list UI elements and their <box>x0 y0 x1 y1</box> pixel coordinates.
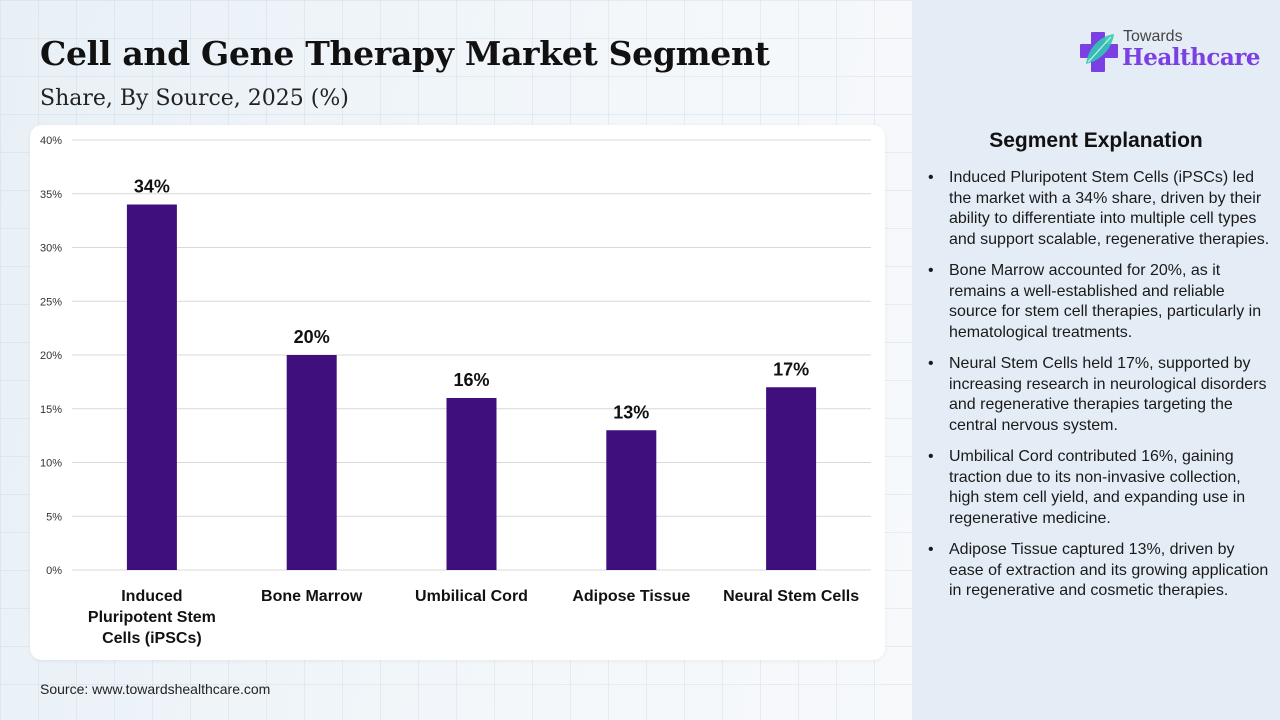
x-category-label: Bone Marrow <box>261 588 363 605</box>
y-tick-label: 10% <box>40 458 62 470</box>
bullet-icon: • <box>928 169 934 186</box>
y-tick-label: 30% <box>40 243 62 255</box>
segment-explanation-list: • Induced Pluripotent Stem Cells (iPSCs) … <box>928 168 1273 613</box>
chart-card: 0% 5% 10% 15% 20% 25% 30% 35% 40% 34% Induced Pluri… <box>30 125 885 660</box>
bar <box>766 387 817 570</box>
logo-text-healthcare: Healthcare <box>1122 44 1261 71</box>
medical-cross-leaf-icon <box>1080 32 1118 72</box>
y-tick-label: 0% <box>46 565 62 577</box>
data-label: 13% <box>613 402 649 422</box>
data-label: 20% <box>294 327 330 347</box>
source-note: Source: www.towardshealthcare.com <box>40 681 271 697</box>
x-category-label: Pluripotent Stem <box>88 609 216 626</box>
explanation-item: • Neural Stem Cells held 17%, supported b… <box>928 354 1273 436</box>
segment-explanation-title: Segment Explanation <box>989 129 1203 152</box>
bullet-icon: • <box>928 355 934 372</box>
bar <box>446 398 497 570</box>
explanation-text: Umbilical Cord contributed 16%, gaining … <box>949 448 1246 527</box>
page-title: Cell and Gene Therapy Market Segment <box>40 34 770 73</box>
x-category-label: Adipose Tissue <box>572 588 690 605</box>
y-tick-label: 25% <box>40 296 62 308</box>
towards-healthcare-logo: Towards Healthcare <box>1078 26 1261 78</box>
explanation-text: Neural Stem Cells held 17%, supported by… <box>949 355 1267 434</box>
y-tick-label: 40% <box>40 135 62 147</box>
bar <box>286 355 337 570</box>
y-tick-label: 35% <box>40 189 62 201</box>
x-category-label: Neural Stem Cells <box>723 588 859 605</box>
bar-chart: 0% 5% 10% 15% 20% 25% 30% 35% 40% 34% Induced Pluri… <box>40 135 871 647</box>
bullet-icon: • <box>928 541 934 558</box>
explanation-text: Adipose Tissue captured 13%, driven by e… <box>949 541 1269 599</box>
data-label: 16% <box>453 370 489 390</box>
bar <box>126 204 177 570</box>
explanation-item: • Umbilical Cord contributed 16%, gaining… <box>928 447 1273 529</box>
x-category-label: Induced <box>121 588 182 605</box>
explanation-item: • Bone Marrow accounted for 20%, as it re… <box>928 261 1273 343</box>
bullet-icon: • <box>928 262 934 279</box>
explanation-item: • Adipose Tissue captured 13%, driven by … <box>928 540 1273 602</box>
y-tick-label: 5% <box>46 511 62 523</box>
explanation-item: • Induced Pluripotent Stem Cells (iPSCs) … <box>928 168 1273 250</box>
y-tick-label: 15% <box>40 404 62 416</box>
y-tick-label: 20% <box>40 350 62 362</box>
page-subtitle: Share, By Source, 2025 (%) <box>40 86 349 111</box>
data-label: 34% <box>134 177 170 197</box>
explanation-text: Bone Marrow accounted for 20%, as it rem… <box>949 262 1262 341</box>
bullet-icon: • <box>928 448 934 465</box>
explanation-panel <box>912 0 1280 720</box>
x-category-label: Cells (iPSCs) <box>102 630 202 647</box>
logo-text-towards: Towards <box>1123 28 1183 45</box>
explanation-text: Induced Pluripotent Stem Cells (iPSCs) l… <box>949 169 1270 248</box>
x-category-label: Umbilical Cord <box>415 588 528 605</box>
data-label: 17% <box>773 359 809 379</box>
bar <box>606 430 657 570</box>
